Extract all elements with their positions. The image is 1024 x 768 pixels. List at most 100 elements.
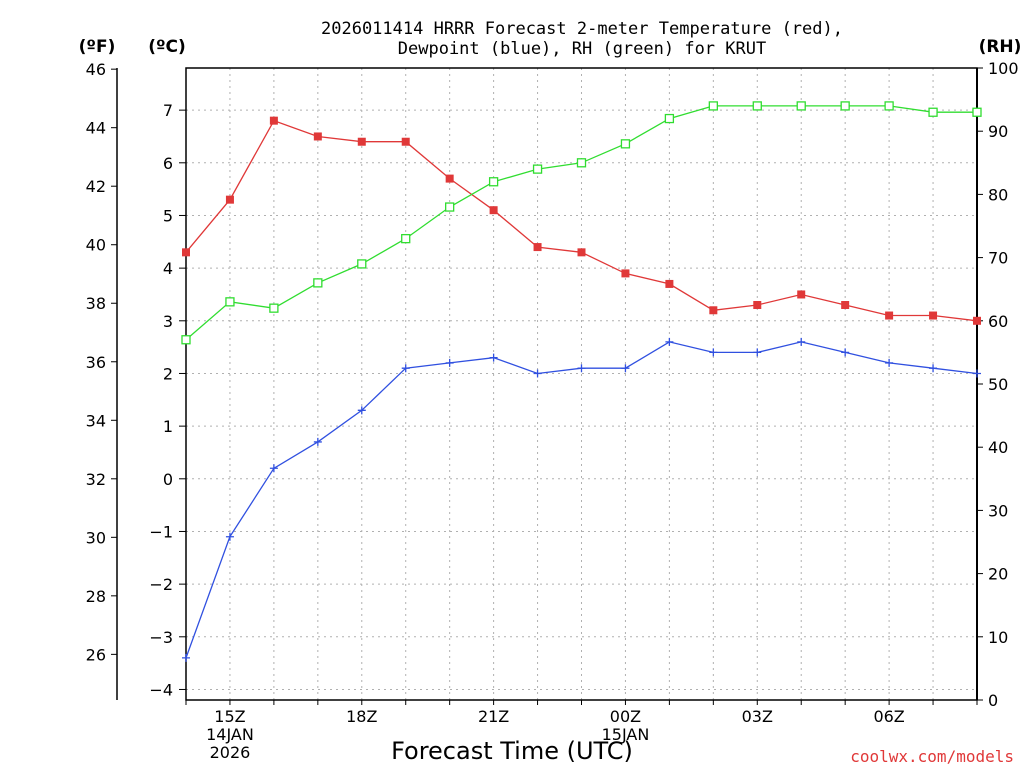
rh-tick-label: 20 [988, 565, 1008, 584]
data-point-rh [752, 101, 762, 111]
fahrenheit-tick-label: 34 [86, 411, 106, 430]
data-point-rh [576, 158, 587, 168]
celsius-tick-label: 2 [163, 364, 173, 383]
celsius-tick-label: 3 [163, 312, 173, 331]
data-point-temperature [357, 137, 366, 146]
x-tick-label: 06Z [873, 707, 904, 726]
x-tick-label: 21Z [478, 707, 509, 726]
data-point-temperature [445, 174, 454, 183]
rh-tick-label: 30 [988, 501, 1008, 520]
data-point-dewpoint [533, 369, 542, 378]
axis-unit-fahrenheit: (ºF) [79, 37, 116, 57]
rh-tick-label: 40 [988, 438, 1008, 457]
data-point-rh [401, 233, 411, 244]
fahrenheit-tick-label: 36 [86, 353, 106, 372]
fahrenheit-tick-label: 38 [86, 294, 106, 313]
data-point-rh [225, 297, 235, 307]
celsius-tick-label: 5 [163, 206, 173, 225]
data-point-temperature [973, 316, 981, 325]
axis-unit-celsius: (ºC) [148, 37, 186, 57]
data-point-rh [928, 107, 938, 117]
tick-labels: −4−3−2−101234567262830323436384042444601… [86, 59, 1019, 762]
celsius-tick-label: −2 [149, 575, 173, 594]
axes [111, 67, 983, 705]
data-point-temperature [533, 243, 542, 252]
data-point-dewpoint [445, 358, 454, 367]
x-tick-label: 18Z [346, 707, 377, 726]
fahrenheit-tick-label: 26 [86, 645, 106, 664]
data-point-rh [532, 164, 543, 174]
data-point-temperature [269, 116, 278, 125]
data-point-rh [181, 335, 191, 345]
fahrenheit-tick-label: 28 [86, 587, 106, 606]
data-point-dewpoint [753, 348, 762, 357]
data-point-rh [269, 303, 279, 313]
data-point-dewpoint [973, 369, 981, 378]
rh-tick-label: 0 [988, 691, 998, 710]
fahrenheit-tick-label: 46 [86, 60, 106, 79]
data-point-rh [708, 101, 718, 111]
data-point-temperature [621, 269, 630, 278]
data-point-temperature [313, 132, 322, 141]
credit-text: coolwx.com/models [850, 747, 1014, 766]
data-point-rh [796, 101, 806, 111]
x-tick-label: 15Z [214, 707, 245, 726]
data-point-temperature [797, 290, 806, 299]
celsius-tick-label: 4 [163, 259, 173, 278]
data-point-dewpoint [929, 364, 938, 373]
data-point-dewpoint [489, 353, 498, 362]
data-point-dewpoint [621, 364, 630, 373]
data-point-rh [357, 259, 367, 269]
chart-title-line-1: 2026011414 HRRR Forecast 2-meter Tempera… [321, 19, 843, 39]
rh-tick-label: 100 [988, 59, 1019, 78]
data-point-rh [445, 202, 455, 212]
series-line-dewpoint [185, 341, 978, 659]
data-point-temperature [182, 248, 190, 257]
data-point-rh [313, 278, 323, 288]
data-point-temperature [753, 301, 762, 309]
data-point-temperature [489, 206, 498, 215]
x-axis-label: Forecast Time (UTC) [391, 737, 633, 765]
data-point-dewpoint [841, 348, 850, 357]
fahrenheit-tick-label: 40 [86, 236, 106, 255]
rh-tick-label: 90 [988, 122, 1008, 141]
data-point-temperature [709, 306, 718, 315]
data-point-dewpoint [665, 337, 674, 346]
chart-title-line-2: Dewpoint (blue), RH (green) for KRUT [398, 39, 766, 59]
x-tick-label: 14JAN [206, 725, 254, 744]
fahrenheit-tick-label: 32 [86, 470, 106, 489]
rh-tick-label: 70 [988, 249, 1008, 268]
data-point-temperature [885, 311, 894, 320]
data-point-dewpoint [401, 364, 410, 373]
celsius-tick-label: 0 [163, 470, 173, 489]
data-point-temperature [401, 137, 410, 146]
data-series [181, 101, 982, 662]
fahrenheit-tick-label: 30 [86, 528, 106, 547]
x-tick-label: 15JAN [602, 725, 650, 744]
celsius-tick-label: −1 [149, 522, 173, 541]
data-point-rh [840, 101, 850, 111]
celsius-tick-label: −4 [149, 680, 173, 699]
celsius-tick-label: 7 [163, 101, 173, 120]
rh-tick-label: 60 [988, 312, 1008, 331]
data-point-temperature [841, 301, 850, 309]
data-point-dewpoint [885, 358, 894, 367]
data-point-dewpoint [313, 437, 322, 446]
data-point-temperature [665, 279, 674, 288]
x-tick-label: 00Z [610, 707, 641, 726]
data-point-dewpoint [797, 337, 806, 346]
data-point-temperature [225, 195, 234, 204]
data-point-rh [488, 177, 499, 187]
fahrenheit-tick-label: 42 [86, 177, 106, 196]
data-point-rh [620, 139, 631, 149]
fahrenheit-tick-label: 44 [86, 119, 106, 138]
data-point-temperature [929, 311, 938, 320]
x-tick-label: 2026 [210, 743, 251, 762]
celsius-tick-label: 1 [163, 417, 173, 436]
data-point-dewpoint [182, 653, 190, 662]
x-tick-label: 03Z [742, 707, 773, 726]
data-point-dewpoint [357, 406, 366, 415]
data-point-dewpoint [577, 364, 586, 373]
celsius-tick-label: 6 [163, 154, 173, 173]
